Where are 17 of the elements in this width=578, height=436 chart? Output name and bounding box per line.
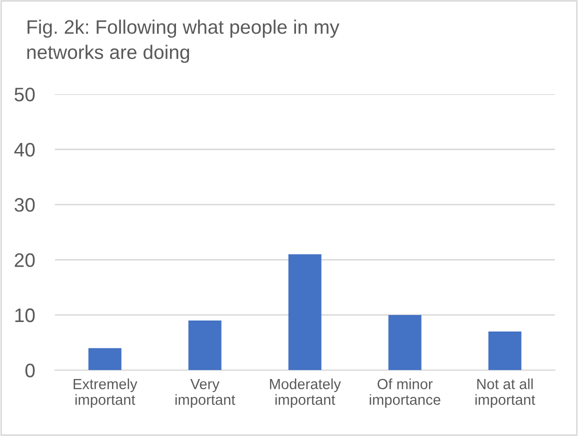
- y-tick-label: 20: [14, 253, 35, 268]
- x-tick-label: Not at all important: [475, 378, 536, 408]
- x-tick-label: Of minor importance: [370, 378, 440, 408]
- bar: [288, 254, 322, 370]
- x-tick-label: Extremely important: [74, 378, 138, 408]
- y-tick-label: 10: [15, 308, 35, 322]
- chart-title: Fig. 2k: Following what people in my networks are doing: [27, 20, 340, 63]
- y-tick-label: 30: [14, 198, 35, 212]
- x-tick-label: Very important: [175, 379, 236, 408]
- bar: [388, 314, 422, 370]
- bar: [488, 332, 522, 370]
- x-tick-label: Moderately important: [270, 378, 341, 408]
- bar: [188, 320, 222, 370]
- y-tick-label: 0: [25, 364, 35, 378]
- y-tick-label: 50: [14, 88, 35, 102]
- bar: [88, 348, 122, 370]
- y-tick-label: 40: [14, 142, 35, 157]
